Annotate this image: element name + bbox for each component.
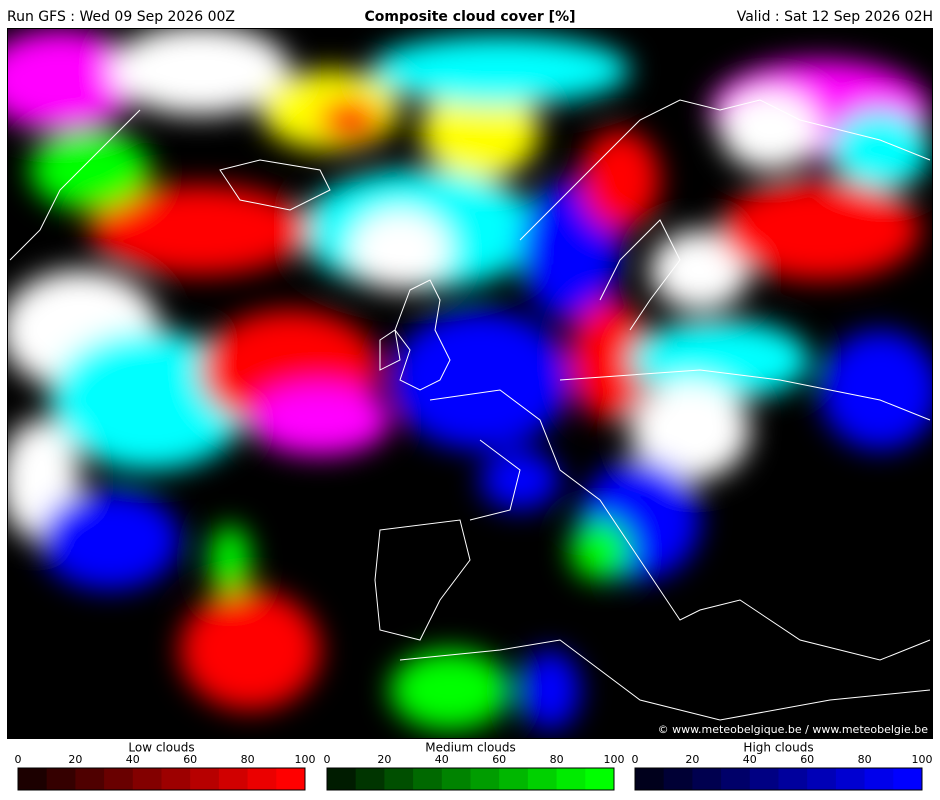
legend-tick-label: 60 (800, 753, 814, 766)
legends: Low clouds 0 20 40 60 80 100 Medium clouds 0 20 40… (15, 741, 933, 791)
map-title: Composite cloud cover [%] (364, 9, 575, 25)
legend-label: High clouds (743, 741, 813, 755)
color-swatch (864, 768, 894, 790)
legend-tick-label: 0 (15, 753, 22, 766)
color-swatch (441, 768, 471, 790)
color-swatch (413, 768, 443, 790)
legend-tick-label: 60 (492, 753, 506, 766)
color-swatch (721, 768, 751, 790)
legend-tick-label: 80 (550, 753, 564, 766)
legend-tick-label: 80 (241, 753, 255, 766)
cloud-map (7, 28, 933, 739)
legend-tick-label: 0 (632, 753, 639, 766)
color-swatch (276, 768, 306, 790)
color-swatch (384, 768, 414, 790)
color-swatch (663, 768, 693, 790)
credit: © www.meteobelgique.be / www.meteobelgie… (658, 723, 929, 736)
valid-label: Valid : Sat 12 Sep 2026 02H (737, 9, 933, 25)
legend-tick-label: 40 (743, 753, 757, 766)
legend-tick-label: 0 (324, 753, 331, 766)
legend-tick-label: 80 (858, 753, 872, 766)
coastlines (9, 99, 931, 721)
legend-label: Medium clouds (425, 741, 516, 755)
legend-tick-label: 40 (435, 753, 449, 766)
legend-frame (634, 767, 923, 791)
color-swatch (893, 768, 923, 790)
color-swatch (778, 768, 808, 790)
legend-tick-label: 100 (604, 753, 625, 766)
color-swatch (499, 768, 529, 790)
color-swatch (161, 768, 191, 790)
color-swatch (18, 768, 48, 790)
color-swatch (46, 768, 76, 790)
legend-tick-label: 20 (68, 753, 82, 766)
color-swatch (104, 768, 134, 790)
color-swatch (692, 768, 722, 790)
color-swatch (75, 768, 105, 790)
color-swatch (327, 768, 357, 790)
color-swatch (835, 768, 866, 790)
color-swatch (807, 768, 837, 790)
legend-tick-label: 100 (912, 753, 933, 766)
color-swatch (556, 768, 586, 790)
color-swatch (585, 768, 615, 790)
legend-frame (326, 767, 615, 791)
color-swatch (749, 768, 779, 790)
color-swatch (247, 768, 277, 790)
run-label: Run GFS : Wed 09 Sep 2026 00Z (7, 9, 235, 25)
legend-tick-label: 20 (377, 753, 391, 766)
color-swatch (527, 768, 558, 790)
legend-label: Low clouds (128, 741, 194, 755)
legend-tick-label: 20 (685, 753, 699, 766)
legend-frame (17, 767, 306, 791)
color-swatch (635, 768, 665, 790)
legend-tick-label: 60 (183, 753, 197, 766)
legend-tick-label: 100 (295, 753, 316, 766)
legend-tick-label: 40 (126, 753, 140, 766)
color-swatch (132, 768, 162, 790)
color-swatch (355, 768, 385, 790)
color-swatch (190, 768, 220, 790)
color-swatch (218, 768, 249, 790)
color-swatch (470, 768, 500, 790)
